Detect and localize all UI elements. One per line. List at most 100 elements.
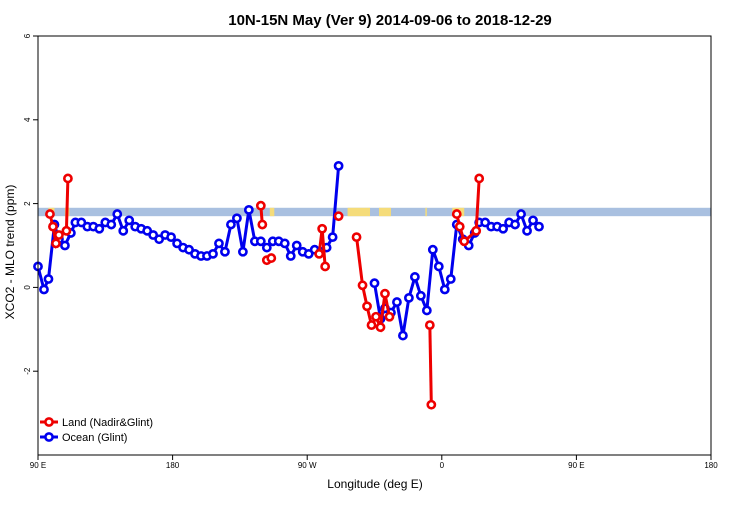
data-point [54, 230, 64, 240]
data-point [415, 290, 426, 301]
data-point [471, 225, 482, 236]
series-ocean [33, 160, 544, 341]
data-point [333, 211, 344, 222]
data-point [380, 288, 390, 299]
plot-frame [37, 35, 712, 456]
data-point [285, 251, 296, 261]
data-point [48, 221, 58, 232]
x-tick-label: 180 [704, 461, 718, 470]
chart-title: 10N-15N May (Ver 9) 2014-09-06 to 2018-1… [228, 12, 552, 29]
data-point [51, 238, 61, 249]
data-point [474, 173, 485, 184]
x-tick-label: 90 W [298, 461, 317, 470]
legend: Land (Nadir&Glint) Ocean (Glint) [40, 417, 153, 444]
series-layer [33, 160, 544, 410]
data-point [424, 320, 435, 331]
data-point [61, 225, 72, 236]
data-point [522, 225, 532, 236]
data-point [427, 244, 438, 255]
data-point [112, 209, 123, 219]
data-point [39, 284, 49, 295]
data-point [255, 236, 266, 247]
data-point [118, 225, 129, 236]
data-point [45, 209, 55, 219]
data-point [371, 311, 381, 322]
data-point [124, 215, 135, 226]
x-tick-label: 180 [166, 461, 180, 470]
sea-band [38, 207, 711, 217]
x-axis-label: Longitude (deg E) [327, 477, 422, 491]
data-point [333, 160, 344, 171]
data-point [43, 274, 54, 284]
legend-label: Ocean (Glint) [62, 432, 127, 444]
land-band-segment [378, 207, 391, 217]
data-point [369, 278, 380, 289]
data-point [498, 223, 509, 234]
data-point [214, 238, 224, 249]
y-tick-label: 6 [23, 33, 32, 38]
data-point [232, 213, 242, 224]
data-point [166, 232, 177, 243]
data-point [375, 322, 386, 333]
data-point [320, 261, 331, 272]
y-axis-label: XCO2 - MLO trend (ppm) [3, 185, 17, 320]
data-point [534, 221, 544, 232]
data-point [266, 253, 277, 263]
data-point [357, 280, 368, 291]
data-point [237, 246, 248, 257]
y-tick-label: 0 [23, 285, 32, 290]
series-line [373, 210, 541, 336]
y-axis: -2 0 2 4 6 [23, 33, 38, 375]
data-point [516, 209, 526, 219]
data-point [403, 292, 414, 303]
data-point [351, 232, 362, 243]
data-point [243, 204, 254, 215]
x-tick-label: 90 E [568, 461, 584, 470]
y-tick-label: 2 [23, 201, 32, 206]
data-point [445, 274, 456, 284]
data-point [451, 209, 462, 219]
data-point [362, 301, 372, 312]
legend-marker [44, 432, 54, 442]
data-point [366, 320, 377, 331]
data-point [384, 311, 395, 322]
x-tick-label: 90 E [30, 461, 46, 470]
data-point [94, 223, 105, 234]
data-point [261, 242, 272, 253]
data-point [314, 248, 325, 259]
data-point [279, 238, 290, 249]
data-point [291, 240, 302, 251]
series-land [45, 173, 485, 410]
data-point [433, 261, 444, 272]
y-tick-label: 4 [23, 117, 32, 122]
data-point [220, 246, 230, 257]
y-tick-label: -2 [23, 367, 32, 375]
land-sea-band [38, 207, 711, 217]
land-band-segment [347, 207, 371, 217]
x-tick-label: 0 [440, 461, 445, 470]
data-point [426, 399, 437, 410]
data-point [510, 219, 520, 230]
data-point [392, 297, 402, 307]
data-point [317, 223, 328, 234]
data-point [255, 200, 266, 211]
data-point [226, 219, 236, 230]
data-point [63, 173, 73, 184]
data-point [106, 219, 117, 230]
land-band-segment [269, 207, 275, 217]
data-point [439, 284, 450, 295]
data-point [398, 330, 408, 341]
series-line [317, 228, 327, 267]
data-point [454, 221, 465, 232]
data-point [327, 232, 338, 243]
data-point [421, 305, 432, 316]
data-point [528, 215, 538, 226]
data-point [459, 236, 470, 247]
data-point [409, 272, 420, 282]
legend-label: Land (Nadir&Glint) [62, 417, 153, 429]
data-point [60, 240, 70, 251]
land-band-segment [425, 207, 427, 217]
legend-marker [44, 417, 54, 427]
